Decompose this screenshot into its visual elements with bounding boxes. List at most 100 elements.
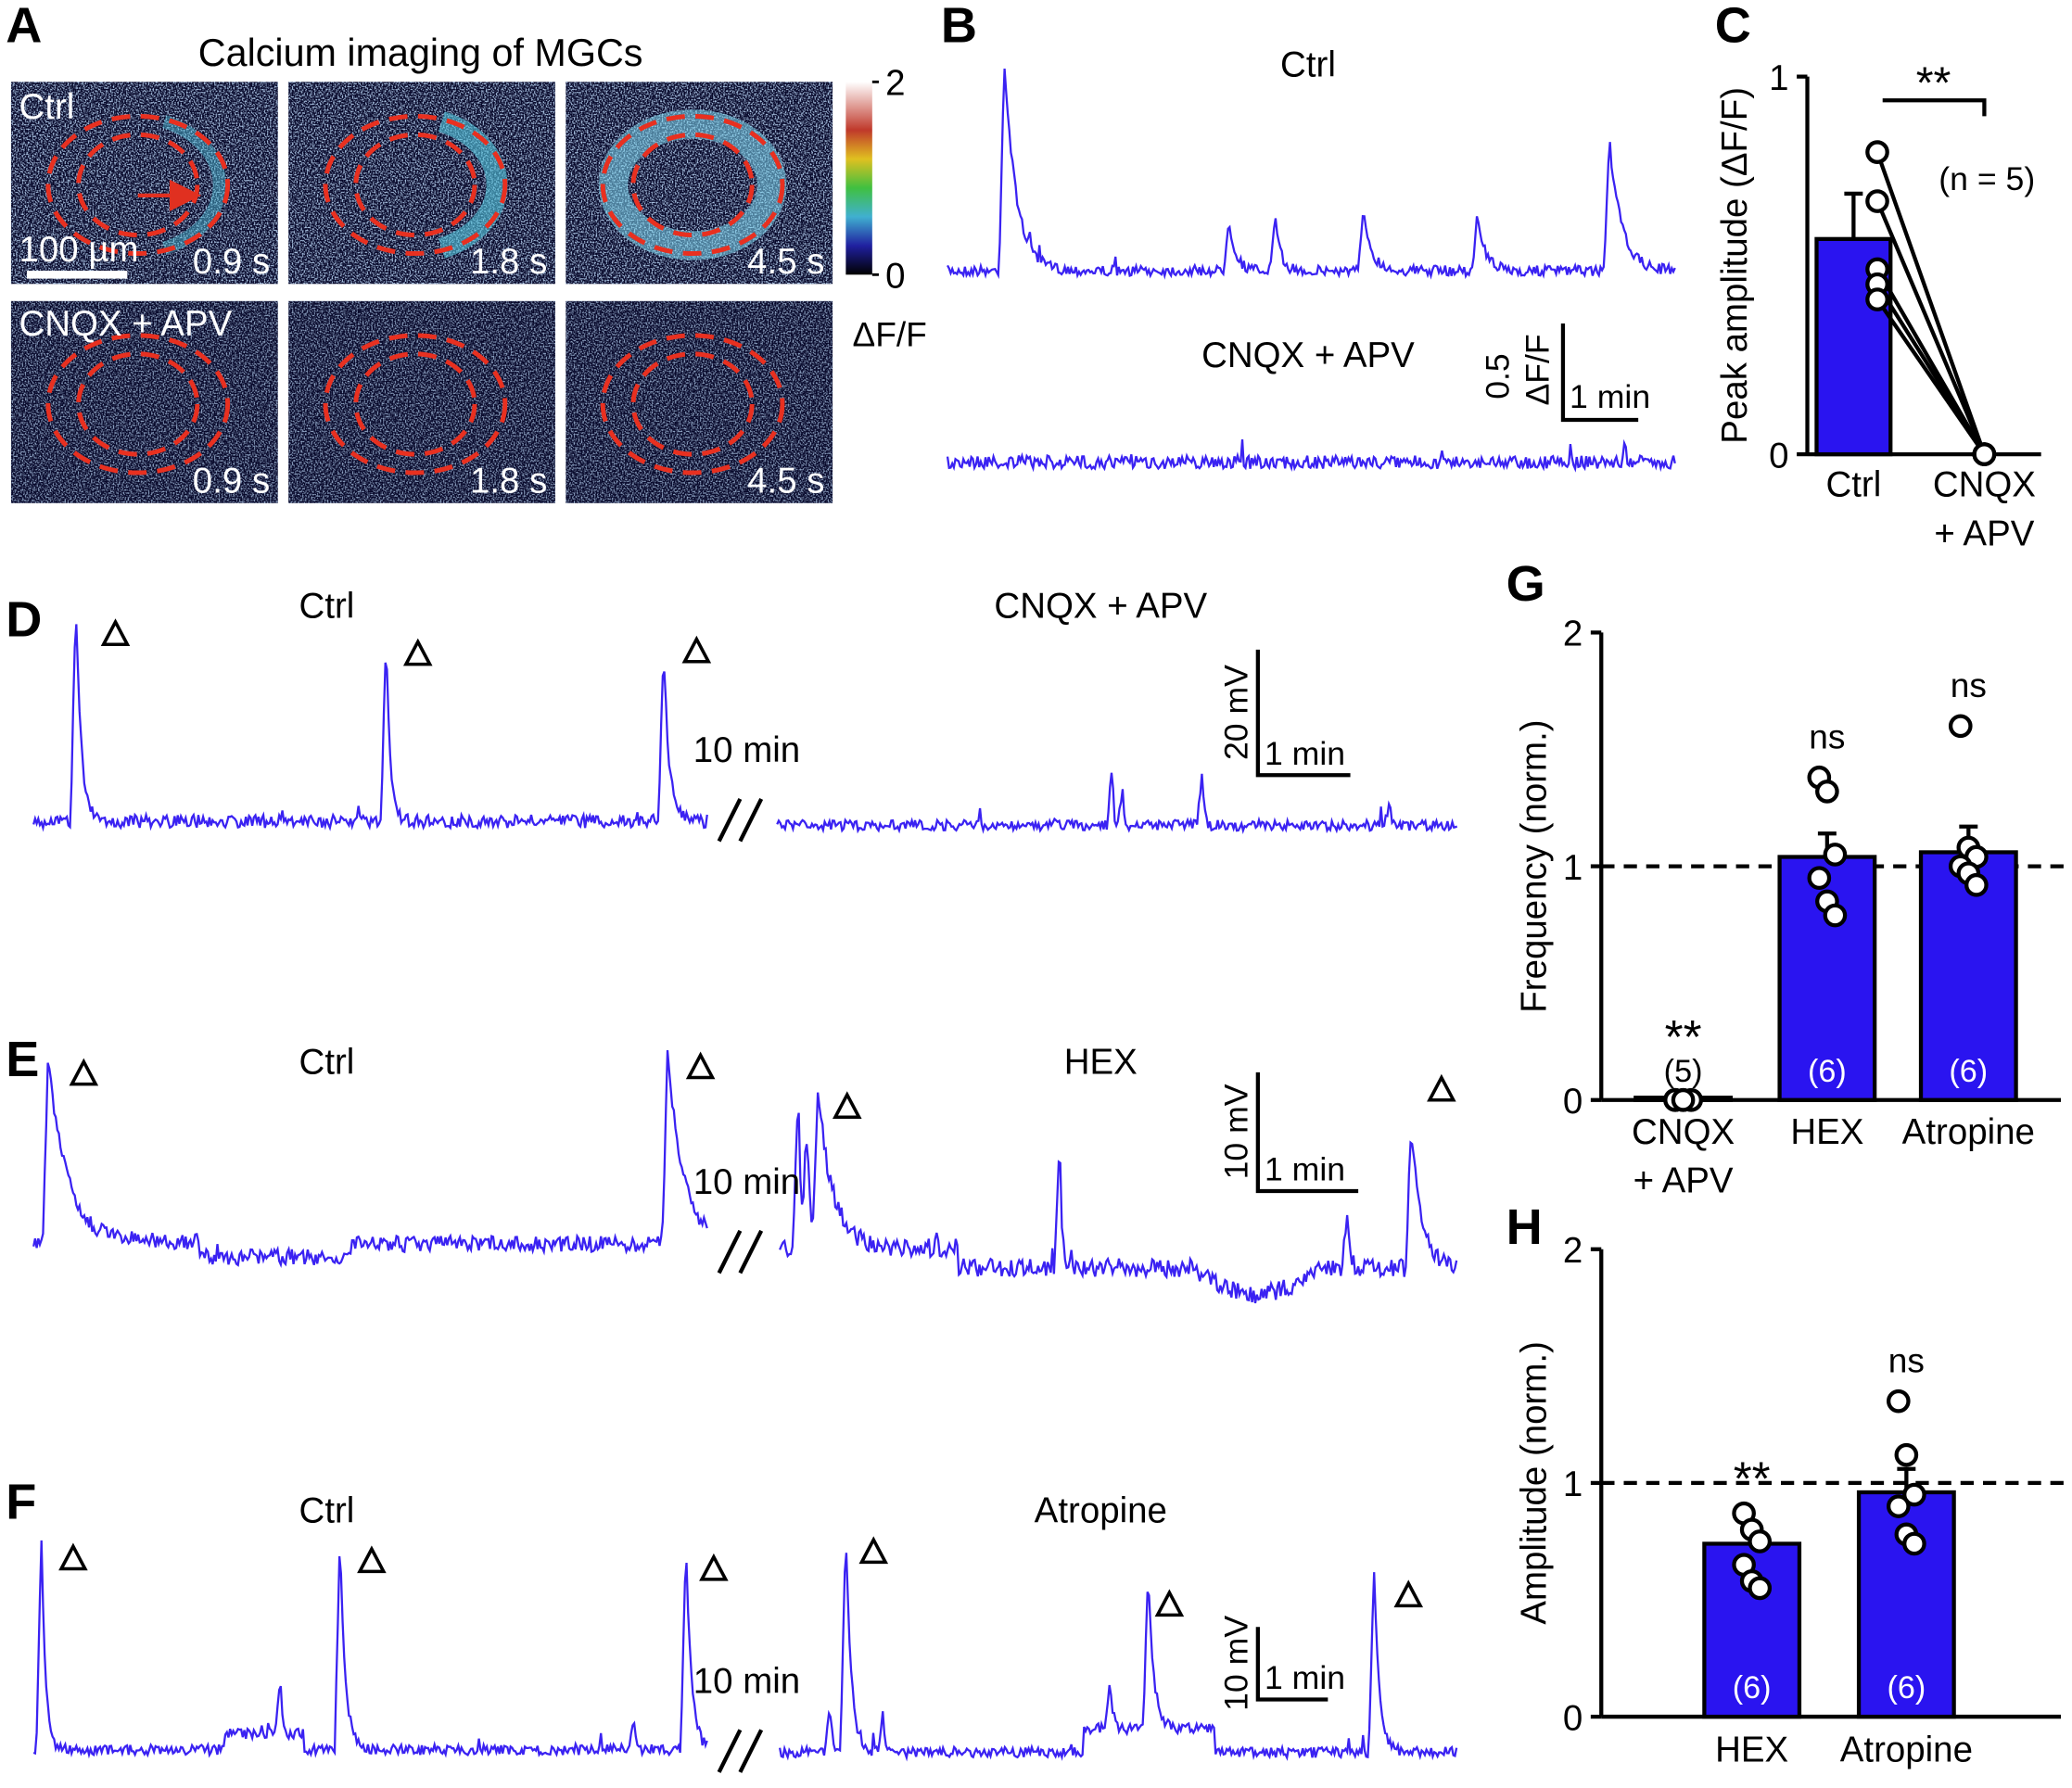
pair-line bbox=[1875, 298, 1987, 456]
time-label: 1.8 s bbox=[470, 242, 547, 282]
condition-label: HEX bbox=[1064, 1042, 1138, 1082]
trace bbox=[32, 1540, 708, 1759]
data-point bbox=[1972, 442, 1997, 466]
scale-bar bbox=[1255, 1627, 1328, 1702]
significance: ns bbox=[1888, 1340, 1925, 1379]
n-label: (6) bbox=[1733, 1670, 1772, 1706]
x-tick-label: + APV bbox=[1633, 1160, 1734, 1200]
condition-label: Ctrl bbox=[299, 587, 355, 627]
event-marker bbox=[1393, 1579, 1424, 1608]
panel-label: B bbox=[941, 0, 977, 54]
data-point bbox=[1748, 1529, 1773, 1553]
trace bbox=[779, 1092, 1458, 1304]
calcium-signal bbox=[162, 115, 226, 255]
panel-label: G bbox=[1506, 556, 1545, 612]
trace bbox=[32, 624, 708, 832]
condition-label: Atropine bbox=[1035, 1491, 1167, 1531]
condition-label: CNQX + APV bbox=[19, 304, 233, 344]
data-point bbox=[1865, 140, 1889, 164]
significance: ** bbox=[1734, 1452, 1771, 1505]
data-point bbox=[1902, 1531, 1926, 1556]
data-point bbox=[1886, 1389, 1911, 1414]
time-label: 4.5 s bbox=[747, 242, 824, 282]
event-marker bbox=[58, 1542, 88, 1571]
colorbar-tick-label: 0 bbox=[885, 257, 905, 297]
x-tick-label: HEX bbox=[1715, 1731, 1788, 1770]
axis-break bbox=[717, 797, 743, 843]
roi-outer bbox=[45, 113, 231, 257]
data-point bbox=[1948, 714, 1973, 739]
y-tick-label: 2 bbox=[1563, 615, 1583, 654]
y-axis-label: Amplitude (norm.) bbox=[1514, 1341, 1554, 1625]
panel-label: D bbox=[6, 592, 42, 648]
x-tick-label: Atropine bbox=[1902, 1112, 2035, 1152]
y-tick-label: 1 bbox=[1563, 1465, 1583, 1504]
trace-label: CNQX + APV bbox=[1201, 336, 1415, 375]
panel-title: Calcium imaging of MGCs bbox=[198, 32, 643, 74]
event-marker bbox=[1154, 1589, 1185, 1617]
roi-inner bbox=[630, 132, 755, 238]
event-marker bbox=[832, 1091, 862, 1120]
data-point bbox=[1748, 1576, 1773, 1601]
break-label: 10 min bbox=[693, 1661, 800, 1701]
event-marker bbox=[100, 618, 131, 647]
trace-label: Ctrl bbox=[1280, 45, 1336, 85]
time-label: 1.8 s bbox=[470, 461, 547, 501]
x-tick-label: Atropine bbox=[1840, 1731, 1973, 1770]
roi-inner bbox=[353, 351, 477, 457]
event-marker bbox=[1427, 1073, 1456, 1102]
pair-line bbox=[1875, 200, 1987, 455]
panel-label: C bbox=[1715, 0, 1751, 54]
x-tick-label: HEX bbox=[1790, 1112, 1863, 1152]
x-tick-label: Ctrl bbox=[1825, 465, 1881, 505]
y-axis-label: Frequency (norm.) bbox=[1514, 719, 1554, 1012]
panel-label: H bbox=[1506, 1199, 1543, 1255]
event-marker bbox=[685, 1051, 716, 1080]
pair-line bbox=[1875, 151, 1987, 455]
significance: ** bbox=[1916, 57, 1951, 108]
n-label: (6) bbox=[1887, 1670, 1926, 1706]
trace bbox=[778, 1553, 1458, 1762]
data-point bbox=[1886, 1494, 1911, 1518]
y-tick-label: 1 bbox=[1769, 58, 1788, 98]
scale-y-label: 10 mV bbox=[1217, 1616, 1254, 1711]
calcium-signal bbox=[598, 109, 787, 260]
scale-bar bbox=[1255, 1072, 1359, 1194]
axis-break bbox=[717, 1229, 743, 1274]
condition-label: CNQX + APV bbox=[994, 587, 1207, 627]
time-label: 4.5 s bbox=[747, 461, 824, 501]
image-tile: 4.5 s bbox=[566, 82, 833, 285]
axis-break bbox=[738, 1229, 764, 1274]
x-tick-label: CNQX bbox=[1933, 465, 2036, 505]
data-point bbox=[1823, 843, 1848, 867]
roi-outer bbox=[600, 333, 785, 476]
colorbar-tick-label: 2 bbox=[885, 64, 905, 104]
trace bbox=[32, 1049, 708, 1269]
condition-label: Ctrl bbox=[299, 1491, 355, 1531]
panel-label: F bbox=[6, 1474, 36, 1529]
scale-y-unit: ΔF/F bbox=[1519, 334, 1556, 405]
scale-bar-label: 100 µm bbox=[19, 230, 139, 270]
x-tick-label: CNQX bbox=[1632, 1112, 1735, 1152]
event-marker bbox=[699, 1553, 729, 1581]
data-point bbox=[1964, 872, 1989, 897]
time-label: 0.9 s bbox=[193, 242, 270, 282]
significance-bracket bbox=[1882, 98, 1987, 117]
scale-x-label: 1 min bbox=[1265, 735, 1345, 772]
data-point bbox=[1902, 1482, 1926, 1507]
trace bbox=[947, 69, 1676, 280]
data-point bbox=[1865, 287, 1889, 311]
roi-outer bbox=[45, 333, 231, 476]
break-label: 10 min bbox=[693, 1162, 800, 1202]
y-tick-label: 1 bbox=[1563, 848, 1583, 888]
panel-label: A bbox=[6, 0, 42, 54]
event-marker bbox=[69, 1058, 99, 1086]
event-marker bbox=[402, 638, 433, 666]
data-point bbox=[1815, 780, 1839, 804]
roi-inner bbox=[630, 351, 755, 457]
scale-x-label: 1 min bbox=[1265, 1151, 1345, 1188]
scale-y-label: 20 mV bbox=[1217, 665, 1254, 760]
scale-bar bbox=[27, 271, 128, 279]
